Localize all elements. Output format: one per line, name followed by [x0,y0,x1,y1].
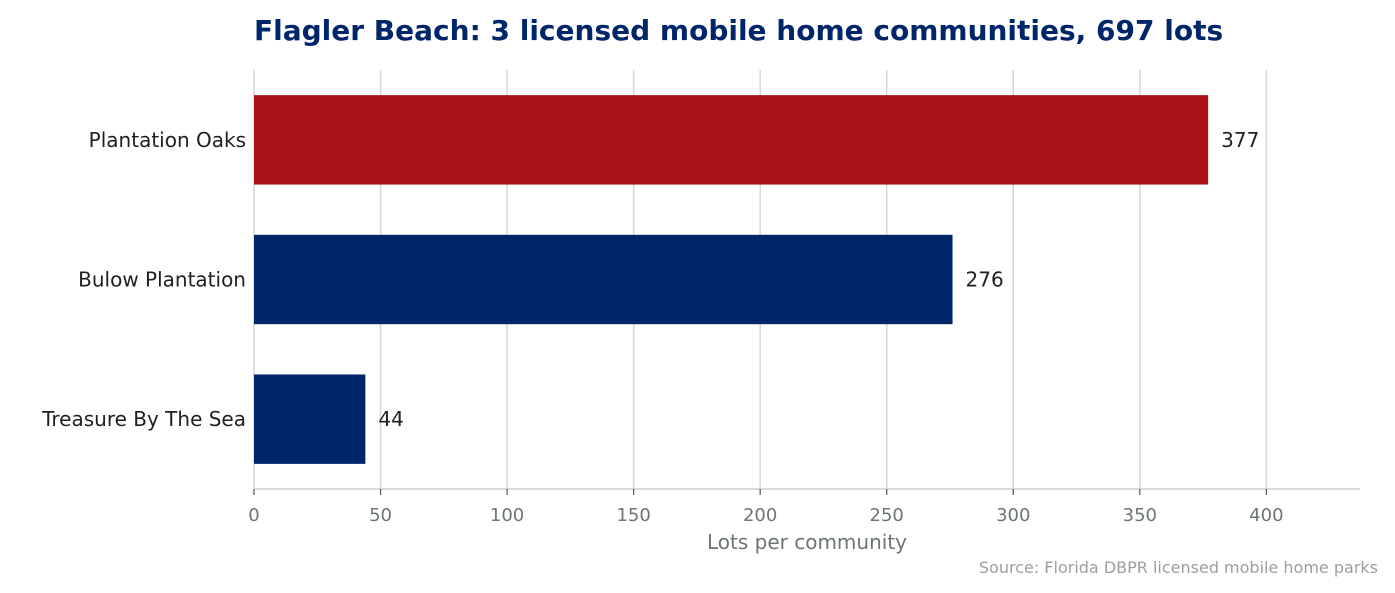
x-tick-label: 300 [996,505,1030,526]
category-label: Bulow Plantation [78,268,246,292]
bar [254,234,953,325]
x-tick-label: 200 [743,505,777,526]
category-label: Plantation Oaks [89,128,246,152]
x-tick-label: 250 [870,505,904,526]
x-axis-title: Lots per community [707,530,907,554]
x-tick-label: 100 [490,505,524,526]
category-label: Treasure By The Sea [41,407,246,431]
chart-title: Flagler Beach: 3 licensed mobile home co… [254,14,1223,47]
x-tick-label: 50 [369,505,392,526]
value-label: 377 [1221,128,1259,152]
value-labels: 377 276 44 [378,128,1259,431]
x-tick-label: 350 [1123,505,1157,526]
x-tick-label: 400 [1249,505,1283,526]
category-labels: Plantation Oaks Bulow Plantation Treasure … [41,128,246,431]
source-note: Source: Florida DBPR licensed mobile hom… [979,558,1378,577]
bar [254,95,1209,185]
x-tick-label: 0 [248,505,259,526]
x-tick-label: 150 [616,505,650,526]
value-label: 276 [966,268,1004,292]
bars [254,95,1209,464]
value-label: 44 [378,407,403,431]
bar [254,374,366,464]
x-axis: 0 50 100 150 200 250 300 350 400 [248,488,1360,526]
